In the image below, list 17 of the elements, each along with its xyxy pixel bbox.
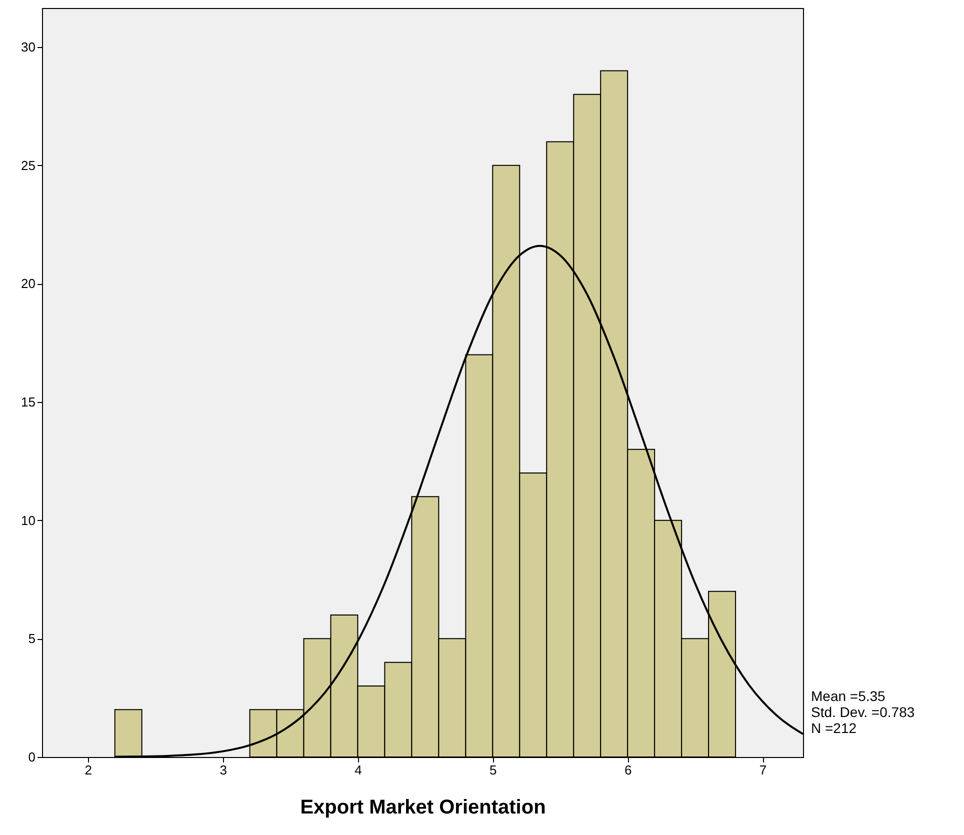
- text: N =212: [811, 720, 857, 736]
- text: Std. Dev. =0.783: [811, 704, 915, 720]
- y-tick-label: 15: [21, 394, 36, 410]
- y-tick-label: 30: [21, 40, 36, 55]
- x-tick-label: 5: [490, 762, 497, 778]
- x-tick-label: 3: [220, 762, 227, 778]
- y-tick-label: 10: [21, 512, 36, 528]
- y-tick-label: 20: [21, 276, 36, 292]
- text: Mean =5.35: [811, 688, 886, 704]
- x-tick-label: 4: [354, 762, 362, 778]
- y-tick-label: 25: [21, 158, 36, 173]
- x-tick-label: 7: [759, 762, 767, 778]
- y-tick-label: 5: [28, 631, 36, 646]
- x-axis-title: Export Market Orientation: [300, 796, 546, 818]
- y-tick-label: 0: [28, 750, 36, 764]
- x-tick-label: 2: [84, 762, 92, 778]
- x-tick-label: 6: [624, 762, 632, 778]
